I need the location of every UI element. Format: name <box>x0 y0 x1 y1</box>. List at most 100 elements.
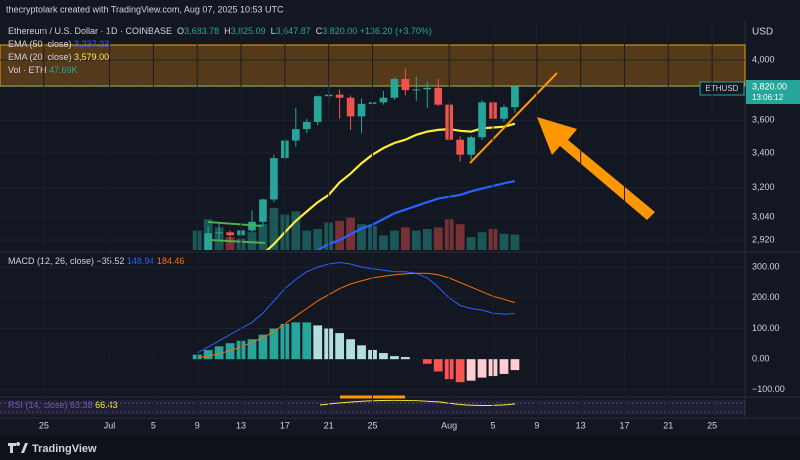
histogram-bar <box>433 359 443 372</box>
x-tick-label: 13 <box>576 420 586 430</box>
x-tick-label: 21 <box>663 420 673 430</box>
y-tick-label: 0.00 <box>752 354 770 364</box>
volume-bar <box>390 230 399 250</box>
histogram-bar <box>302 322 312 360</box>
x-tick-label: 25 <box>367 420 377 430</box>
macd-legend: MACD (12, 26, close) −35.52 148.94 184.4… <box>8 256 184 266</box>
candle-body <box>313 96 322 122</box>
last-price: 3,820.00 <box>752 81 787 91</box>
candle-body <box>500 107 508 119</box>
macd-pane <box>0 261 745 391</box>
arrow <box>537 117 655 220</box>
legend-name: MACD (12, 26, close) <box>8 256 94 266</box>
x-tick-label: 17 <box>619 420 629 430</box>
legend-value: 3,237.23 <box>74 39 109 49</box>
candle-body <box>401 78 410 91</box>
currency: USD <box>752 27 773 38</box>
x-tick-label: 5 <box>151 420 156 430</box>
x-tick-label: 25 <box>39 420 49 430</box>
legend-item: Vol · ETH 47.69K <box>8 65 78 75</box>
histogram-bar <box>203 349 213 360</box>
histogram-bar <box>390 356 399 360</box>
volume-bar <box>335 220 345 250</box>
volume-bar <box>499 233 509 250</box>
histogram-bar <box>422 359 432 364</box>
candle-body <box>204 233 212 250</box>
ohlc-value: 3,820.00 <box>322 26 357 36</box>
volume-bar <box>258 224 268 250</box>
volume-bar <box>477 232 487 250</box>
y-tick-label: 300.00 <box>752 261 780 271</box>
x-tick-label: 5 <box>491 420 496 430</box>
ema-line <box>315 180 516 250</box>
candle-body <box>478 102 486 138</box>
candle-body <box>270 158 278 200</box>
legend-value: 47.69K <box>49 65 78 75</box>
candle-body <box>423 87 432 90</box>
y-tick-label: 4,000 <box>752 54 775 64</box>
candle-body <box>390 78 399 98</box>
histogram-bar <box>357 345 366 360</box>
candle-body <box>291 129 300 141</box>
candle-body <box>467 137 475 155</box>
credit: thecryptolark created with TradingView.c… <box>6 4 284 14</box>
volume-bar <box>357 224 366 250</box>
footer <box>0 436 800 460</box>
legend-item: EMA (20, close) 3,579.00 <box>8 52 109 62</box>
ohlc-key: C <box>316 26 323 36</box>
macd-line <box>197 272 516 359</box>
histogram-bar <box>400 357 410 360</box>
candle-body <box>226 232 234 236</box>
legend-name: Vol · ETH <box>8 65 47 75</box>
x-tick-label: 17 <box>280 420 290 430</box>
candle-body <box>335 94 344 98</box>
legend-item: EMA (50, close) 3,237.23 <box>8 39 109 49</box>
legend-value: −35.52 <box>97 256 125 266</box>
legend-name: EMA (20, close) <box>8 52 72 62</box>
x-tick-label: 13 <box>236 420 246 430</box>
histogram-bar <box>510 359 520 371</box>
candle-body <box>302 121 311 130</box>
volume-bar <box>466 237 476 250</box>
x-tick-label: 9 <box>195 420 200 430</box>
histogram-bar <box>335 333 345 360</box>
legend-name: RSI (14, close) <box>8 400 68 410</box>
volume-bar <box>510 234 520 250</box>
histogram-bar <box>455 359 465 383</box>
symbol-box <box>699 81 745 96</box>
x-tick-label: Aug <box>441 420 457 430</box>
histogram-bar <box>346 339 355 360</box>
volume-bar <box>291 211 301 250</box>
ohlc-key: L <box>271 26 276 36</box>
histogram-bar <box>225 343 235 360</box>
y-tick-label: 3,040 <box>752 211 775 221</box>
histogram-bar <box>313 325 323 360</box>
histogram-bar <box>466 359 476 381</box>
y-tick-label: 2,920 <box>752 234 775 244</box>
histogram-bar <box>499 359 509 374</box>
ohlc-value: 3,683.78 <box>184 26 219 36</box>
macd-line <box>196 261 515 354</box>
last-price-box <box>746 80 800 104</box>
candle-body <box>357 103 366 117</box>
legend-title: Ethereum / U.S. Dollar · 1D · COINBASE O3… <box>8 26 432 36</box>
legend-value: 184.46 <box>157 256 185 266</box>
volume-bar <box>422 229 432 250</box>
volume-bar <box>400 227 410 250</box>
candle-body <box>511 86 519 108</box>
rsi-line <box>319 399 516 406</box>
candle-body <box>259 199 267 222</box>
x-tick-label: 21 <box>324 420 334 430</box>
y-tick-label: 3,400 <box>752 147 775 157</box>
volume-bar <box>247 232 257 250</box>
candle-body <box>346 97 355 117</box>
change: +136.20 (+3.70%) <box>360 26 432 36</box>
ohlc-value: 3,647.87 <box>276 26 311 36</box>
symbol-name: Ethereum / U.S. Dollar · 1D · COINBASE <box>8 26 172 36</box>
y-tick-label: 200.00 <box>752 292 780 302</box>
legend-value: 63.38 <box>70 400 93 410</box>
footer-brand: TradingView <box>32 443 97 455</box>
legend-value: 66.43 <box>95 400 118 410</box>
candle-body <box>456 139 464 155</box>
